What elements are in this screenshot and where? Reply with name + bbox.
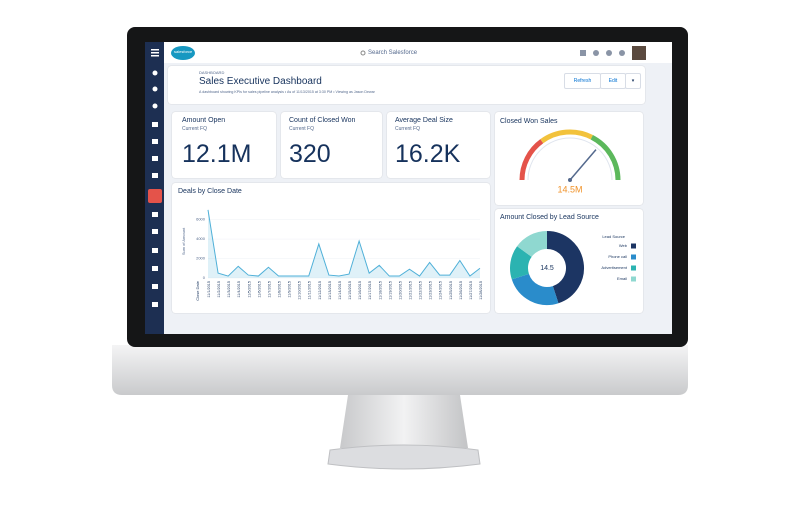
dashboard-label: DASHBOARD: [199, 70, 225, 75]
legend-label: Advertisement: [601, 265, 627, 270]
logo-text: salesforce: [174, 49, 193, 54]
donut-slice: [510, 246, 533, 280]
x-tick-label: 11/11/2015: [308, 281, 312, 299]
top-icons: [580, 50, 625, 56]
sidebar-icons: [151, 49, 159, 307]
donut-title: Amount Closed by Lead Source: [500, 214, 599, 221]
y-tick-label: 0: [203, 275, 206, 280]
legend-swatch: [631, 243, 636, 249]
line-card: [172, 183, 490, 313]
y-tick-label: 6000: [196, 217, 206, 222]
kpi-period: Current FQ: [182, 126, 208, 132]
y-axis-label: Sum of Amount: [181, 227, 186, 255]
refresh-button[interactable]: Refresh: [564, 73, 601, 89]
legend-title: Lead Source: [602, 234, 625, 239]
gauge-hub: [568, 178, 572, 182]
x-tick-label: 11/4/2015: [237, 281, 241, 298]
y-tick-label: 2000: [196, 256, 206, 261]
x-tick-label: 11/6/2015: [257, 281, 261, 298]
x-tick-label: 11/1/2015: [207, 281, 211, 298]
donut-center: 14.5: [540, 265, 554, 272]
gauge-card: [495, 112, 643, 205]
x-tick-label: 11/9/2015: [288, 281, 292, 298]
legend-swatch: [631, 254, 636, 260]
kpi-title: Count of Closed Won: [289, 117, 356, 124]
gauge-track: [527, 137, 613, 181]
gauge-band: [540, 129, 593, 144]
legend-label: Phone call: [608, 254, 627, 259]
kpi-period: Current FQ: [289, 126, 315, 132]
donut-chart: 14.5 Lead Source Web Phone call Advertisemen…: [510, 231, 636, 305]
kpi-value: 16.2K: [395, 140, 461, 168]
x-tick-label: 11/25/2015: [449, 281, 453, 300]
menu-button[interactable]: ▾: [625, 73, 641, 89]
search-icon: [360, 50, 366, 56]
sidebar: [145, 42, 164, 334]
donut-slice: [546, 231, 584, 304]
x-tick-label: 11/13/2015: [328, 281, 332, 300]
legend-label: Web: [619, 243, 628, 248]
top-bar: [164, 42, 672, 63]
line-chart: 0 2000 4000 6000 Sum of Amount Close Date 11/1…: [181, 209, 483, 301]
sidebar-active: [148, 189, 162, 203]
logo: [171, 46, 195, 60]
donut-slice: [511, 273, 559, 305]
monitor-chin: [112, 345, 688, 395]
gauge-title: Closed Won Sales: [500, 118, 558, 125]
x-tick-label: 11/17/2015: [368, 281, 372, 300]
y-tick-label: 4000: [196, 236, 206, 241]
dashboard-subtitle: A dashboard showing KPIs for sales pipel…: [199, 90, 375, 94]
x-tick-label: 11/8/2015: [278, 281, 282, 298]
kpi-value: 320: [289, 140, 331, 168]
kpi-value: 12.1M: [182, 140, 252, 168]
avatar: [632, 46, 646, 60]
line-title: Deals by Close Date: [178, 188, 242, 195]
gauge-band: [590, 135, 621, 181]
x-tick-label: 11/16/2015: [358, 281, 362, 300]
x-tick-label: 11/23/2015: [429, 281, 433, 300]
x-tick-label: 11/22/2015: [419, 281, 423, 300]
x-tick-label: 11/18/2015: [378, 281, 382, 300]
gauge-value: 14.5M: [557, 184, 582, 194]
gauge-band: [519, 139, 544, 181]
gauge-needle: [569, 149, 597, 181]
x-tick-label: 11/20/2015: [398, 281, 402, 300]
dashboard-title: Sales Executive Dashboard: [199, 76, 322, 87]
x-tick-label: 11/7/2015: [267, 281, 271, 298]
edit-button[interactable]: Edit: [600, 73, 626, 89]
x-tick-label: 11/28/2015: [479, 281, 483, 300]
x-tick-label: 11/19/2015: [388, 281, 392, 300]
legend-swatch: [631, 265, 636, 271]
x-tick-label: 11/12/2015: [318, 281, 322, 300]
x-tick-label: 11/24/2015: [439, 281, 443, 300]
x-axis-label: Close Date: [195, 280, 200, 301]
kpi-title: Average Deal Size: [395, 117, 453, 124]
kpi-period: Current FQ: [395, 126, 421, 132]
stand-neck: [340, 395, 468, 448]
legend-label: Email: [617, 276, 627, 281]
x-tick-label: 11/27/2015: [469, 281, 473, 300]
x-tick-label: 11/5/2015: [247, 281, 251, 298]
gauge-chart: 14.5M: [519, 129, 621, 194]
kpi-title: Amount Open: [182, 117, 226, 124]
search-box[interactable]: Search Salesforce: [368, 50, 418, 56]
stand-base: [327, 444, 481, 470]
x-tick-label: 11/3/2015: [227, 281, 231, 298]
line: [207, 209, 481, 277]
area: [208, 209, 480, 278]
x-tick-label: 11/2/2015: [217, 281, 221, 298]
legend-swatch: [631, 276, 636, 282]
x-tick-label: 11/21/2015: [408, 281, 412, 300]
kpi-card: [281, 112, 382, 178]
x-tick-label: 11/26/2015: [459, 281, 463, 300]
x-tick-label: 11/10/2015: [298, 281, 302, 300]
kpi-card: [172, 112, 276, 178]
kpi-card: [387, 112, 490, 178]
x-tick-label: 11/15/2015: [348, 281, 352, 300]
x-tick-label: 11/14/2015: [338, 281, 342, 300]
donut-slice: [517, 231, 548, 258]
